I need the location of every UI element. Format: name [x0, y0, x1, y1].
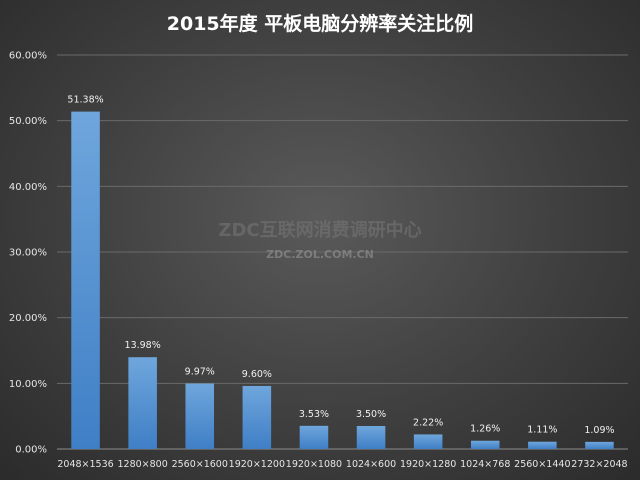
data-label: 1.11%: [527, 425, 557, 436]
y-tick-label: 20.00%: [9, 313, 47, 324]
x-tick-label: 2560×1600: [172, 459, 228, 470]
data-label: 9.60%: [242, 369, 272, 380]
bar: [356, 426, 386, 449]
watermark: ZDC互联网消费调研中心 ZDC.ZOL.COM.CN: [218, 219, 421, 261]
data-label: 3.50%: [356, 409, 386, 420]
bars: [71, 111, 614, 449]
bar: [299, 425, 329, 449]
x-axis: 2048×1536 1280×800 2560×1600 1920×1200 1920×…: [57, 459, 627, 470]
x-tick-label: 2732×2048: [571, 459, 627, 470]
watermark-sub: ZDC.ZOL.COM.CN: [266, 248, 374, 261]
x-tick-label: 1920×1200: [229, 459, 285, 470]
data-label: 1.26%: [470, 424, 500, 435]
x-tick-label: 2048×1536: [57, 459, 113, 470]
y-tick-label: 40.00%: [9, 182, 47, 193]
x-tick-label: 1920×1080: [286, 459, 342, 470]
bar: [585, 441, 614, 449]
chart-title: 2015年度 平板电脑分辨率关注比例: [167, 12, 474, 35]
data-label: 3.53%: [299, 409, 329, 420]
y-tick-label: 0.00%: [15, 445, 47, 456]
bar: [128, 357, 157, 449]
data-label: 2.22%: [413, 417, 443, 428]
bar: [413, 434, 443, 449]
data-label: 1.09%: [584, 425, 614, 436]
bar: [185, 383, 215, 449]
x-tick-label: 1024×600: [346, 459, 396, 470]
data-label: 13.98%: [125, 340, 161, 351]
watermark-main: ZDC互联网消费调研中心: [218, 219, 421, 241]
x-tick-label: 1920×1280: [400, 459, 456, 470]
bar: [470, 440, 500, 449]
x-tick-label: 1280×800: [118, 459, 168, 470]
data-label: 9.97%: [185, 367, 215, 378]
data-label: 51.38%: [67, 95, 103, 106]
bar: [71, 111, 100, 449]
bar: [242, 385, 272, 449]
y-tick-label: 60.00%: [9, 51, 47, 62]
y-tick-label: 50.00%: [9, 116, 47, 127]
y-tick-label: 10.00%: [9, 379, 47, 390]
data-labels: 51.38% 13.98% 9.97% 9.60% 3.53% 3.50% 2.22% 1.2…: [67, 95, 614, 436]
x-tick-label: 2560×1440: [514, 459, 570, 470]
x-tick-label: 1024×768: [460, 459, 510, 470]
y-axis: 0.00% 10.00% 20.00% 30.00% 40.00% 50.00% 60.00…: [9, 51, 47, 456]
y-tick-label: 30.00%: [9, 248, 47, 259]
bar: [528, 441, 557, 449]
